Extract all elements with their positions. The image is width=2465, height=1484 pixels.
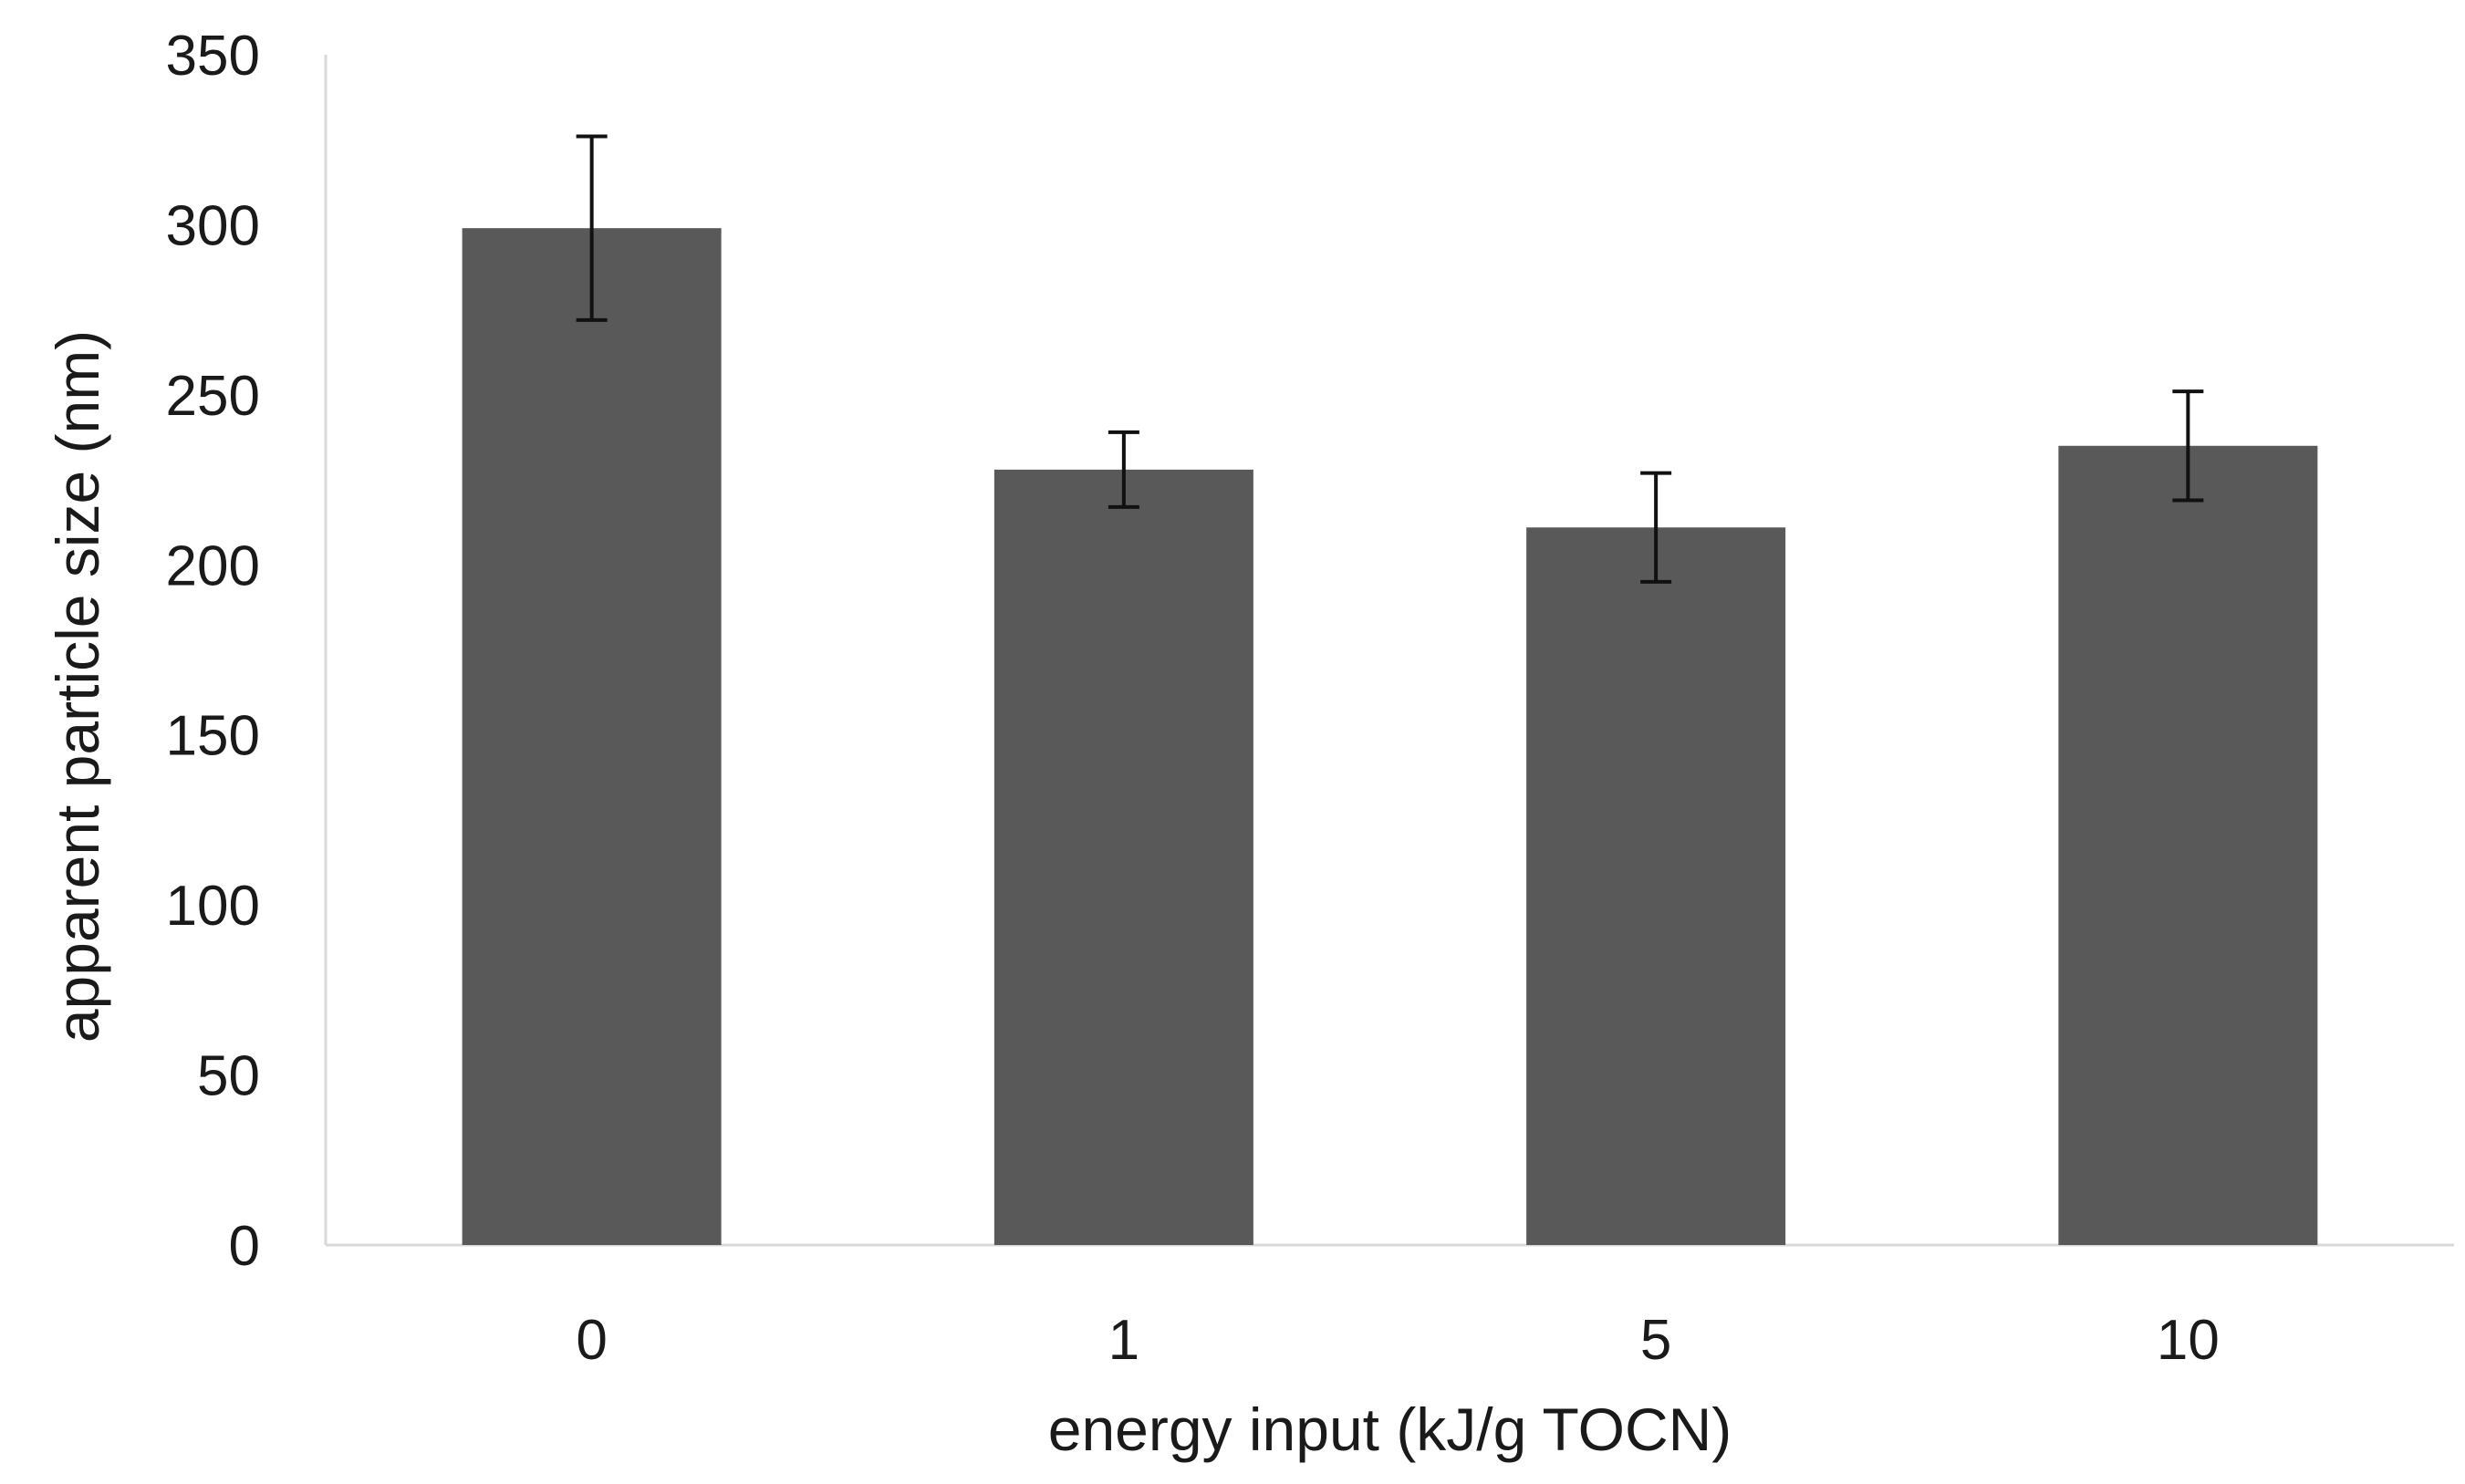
y-tick-label: 200 — [166, 534, 260, 597]
y-tick-label: 250 — [166, 365, 260, 428]
y-tick-label: 0 — [229, 1215, 260, 1278]
y-tick-label: 300 — [166, 194, 260, 257]
y-tick-label: 150 — [166, 705, 260, 768]
y-tick-label: 50 — [197, 1045, 260, 1108]
y-tick-label: 100 — [166, 875, 260, 938]
error-bar-10 — [2172, 389, 2204, 503]
bar-5 — [1526, 527, 1786, 1245]
error-bar-1 — [1108, 430, 1139, 509]
x-axis-title: energy input (kJ/g TOCN) — [1048, 1396, 1732, 1463]
error-bar-5 — [1640, 471, 1672, 584]
y-axis-ticks: 0 50 100 150 200 250 300 350 — [166, 25, 260, 1278]
y-tick-label: 350 — [166, 25, 260, 88]
y-axis-title: apparent particle size (nm) — [44, 330, 111, 1043]
bar-0 — [462, 228, 722, 1246]
x-tick-label: 10 — [2157, 1309, 2220, 1372]
x-tick-label: 1 — [1108, 1309, 1139, 1372]
bar-10 — [2058, 445, 2318, 1245]
x-tick-label: 5 — [1640, 1309, 1671, 1372]
error-bars — [576, 134, 2204, 584]
x-axis-ticks: 0 1 5 10 — [576, 1309, 2219, 1372]
bar-series — [462, 228, 2318, 1246]
error-bar-0 — [576, 134, 608, 322]
x-tick-label: 0 — [576, 1309, 607, 1372]
bar-1 — [993, 469, 1253, 1245]
